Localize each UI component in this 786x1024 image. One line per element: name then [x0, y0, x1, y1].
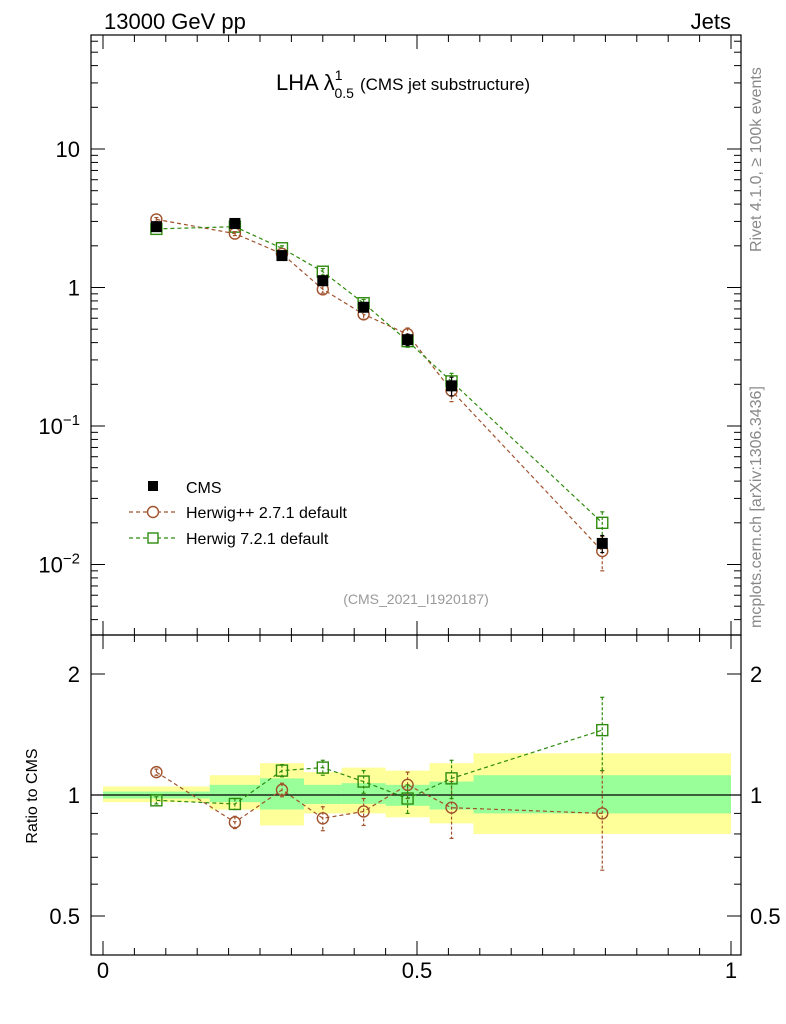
- legend-marker-herwigpp: [146, 505, 160, 519]
- chart-title: LHA λ1 0.5 (CMS jet substructure): [276, 67, 530, 101]
- ratio-point-herwig7: [357, 775, 370, 788]
- legend: CMS Herwig++ 2.7.1 default Herwig 7.2.1 …: [129, 480, 348, 548]
- ratio-band-inner: [209, 784, 260, 803]
- side-label-rivet: Rivet 4.1.0, ≥ 100k events: [748, 67, 765, 252]
- ratio-point-herwig7: [401, 792, 414, 805]
- ratio-point-herwigpp: [596, 807, 609, 820]
- y-tick-label-exp: −2: [63, 551, 80, 568]
- ratio-point-herwigpp: [275, 783, 289, 797]
- x-tick-label: 1: [725, 958, 737, 983]
- ratio-y-tick-label: 1: [68, 783, 80, 808]
- ratio-point-herwigpp: [445, 801, 458, 814]
- ratio-y-tick-label-right: 2: [750, 662, 762, 687]
- ratio-y-tick-label: 0.5: [49, 904, 80, 929]
- ratio-line-herwig7: [156, 729, 603, 805]
- ratio-y-tick-label-right: 0.5: [750, 904, 781, 929]
- ratio-point-herwig7: [275, 764, 289, 777]
- y-tick-label: 10−1: [38, 412, 80, 439]
- legend-label-herwig7: Herwig 7.2.1 default: [186, 531, 329, 548]
- ratio-point-herwig7: [316, 761, 329, 774]
- point-herwig7: [596, 516, 609, 530]
- point-cms: [446, 380, 458, 392]
- ratio-bands: [91, 753, 741, 834]
- point-cms: [402, 334, 414, 346]
- point-cms: [317, 275, 329, 287]
- side-label-mcplots: mcplots.cern.ch [arXiv:1306.3436]: [748, 386, 765, 628]
- series-line-herwigpp: [156, 218, 603, 552]
- ratio-point-herwig7: [596, 723, 609, 737]
- ratio-point-herwig7: [228, 797, 242, 811]
- header-right: Jets: [691, 9, 731, 34]
- header-left: 13000 GeV pp: [104, 9, 246, 34]
- ratio-series: [150, 696, 609, 871]
- point-cms: [229, 217, 241, 229]
- legend-marker-cms: [148, 481, 158, 491]
- ratio-y-tick-label: 2: [68, 662, 80, 687]
- legend-label-cms: CMS: [186, 480, 222, 497]
- point-cms: [358, 301, 370, 313]
- y-tick-label: 10: [56, 137, 80, 162]
- y-tick-label: 1: [68, 276, 80, 301]
- ratio-y-tick-label-right: 1: [750, 783, 762, 808]
- x-tick-label: 0.5: [402, 958, 433, 983]
- y-tick-label-base: 10: [56, 137, 80, 162]
- ratio-point-herwigpp: [316, 812, 329, 825]
- point-cms: [276, 250, 288, 262]
- analysis-label: (CMS_2021_I1920187): [343, 591, 489, 607]
- legend-label-herwigpp: Herwig++ 2.7.1 default: [186, 505, 348, 522]
- point-cms: [150, 221, 162, 233]
- y-tick-label-base: 10: [38, 414, 62, 439]
- y-tick-label: 10−2: [38, 551, 80, 578]
- ratio-point-herwig7: [445, 772, 458, 785]
- ratio-point-herwigpp: [357, 805, 370, 818]
- x-tick-label: 0: [97, 958, 109, 983]
- ratio-ylabel: Ratio to CMS: [24, 748, 41, 843]
- y-tick-label-base: 1: [68, 276, 80, 301]
- ratio-point-herwigpp: [150, 765, 163, 779]
- series-line-herwig7: [156, 226, 603, 524]
- ratio-point-herwigpp: [228, 816, 242, 829]
- point-cms: [596, 537, 608, 549]
- main-series: [150, 213, 609, 572]
- ratio-point-herwig7: [150, 794, 163, 807]
- y-tick-label-base: 10: [38, 553, 62, 578]
- ratio-line-herwigpp: [156, 771, 603, 824]
- legend-marker-herwig7: [147, 532, 159, 544]
- ratio-band-inner: [303, 784, 342, 804]
- y-tick-label-exp: −1: [63, 412, 80, 429]
